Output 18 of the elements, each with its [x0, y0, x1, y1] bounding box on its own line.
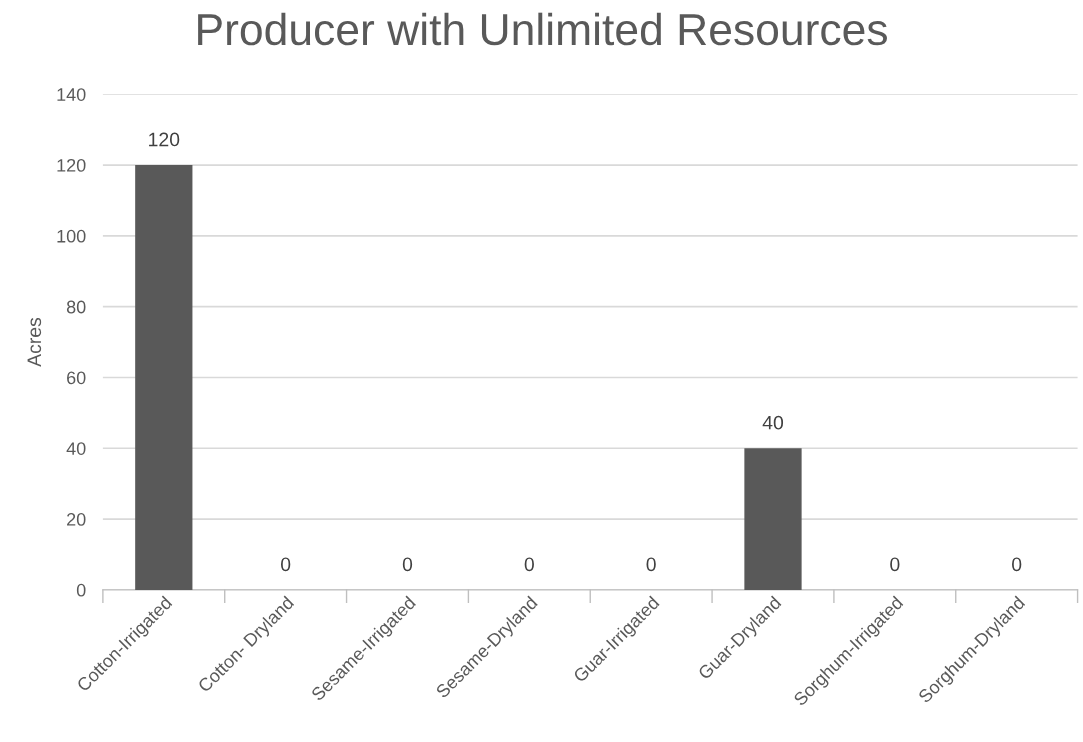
y-tick-label: 20 [67, 513, 86, 526]
y-tick-label: 100 [57, 229, 86, 243]
data-label: 40 [762, 415, 784, 430]
y-tick-label: 80 [66, 300, 86, 314]
y-tick-label: 0 [76, 583, 86, 597]
y-axis-title: Acres [27, 317, 42, 367]
data-label: 0 [646, 557, 656, 572]
data-label: 120 [149, 132, 180, 147]
data-label: 0 [1012, 557, 1022, 572]
y-tick-label: 140 [57, 88, 86, 101]
data-label: 0 [890, 557, 900, 572]
data-label: 0 [402, 557, 413, 572]
data-label: 0 [280, 557, 291, 572]
data-label: 0 [524, 557, 534, 572]
y-tick-label: 40 [66, 442, 86, 455]
y-tick-label: 60 [67, 371, 86, 385]
y-tick-label: 120 [57, 158, 86, 172]
chart-title: Producer with Unlimited Resources [198, 12, 887, 46]
